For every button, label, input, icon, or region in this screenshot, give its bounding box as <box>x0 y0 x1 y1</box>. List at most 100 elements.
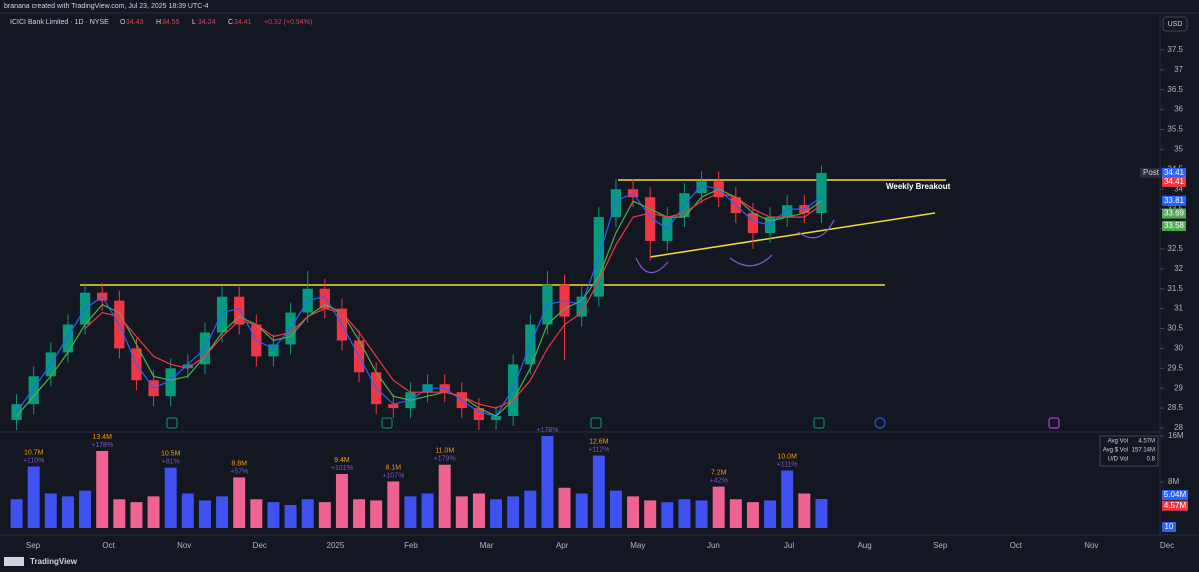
volume-bar <box>10 499 23 528</box>
volume-change: +178% <box>536 427 558 434</box>
earnings-marker[interactable] <box>590 417 602 429</box>
volume-bar <box>695 500 708 528</box>
volume-bar <box>301 499 314 528</box>
volume-label: 11.0M <box>435 448 454 455</box>
ohlc-key: H <box>156 19 161 26</box>
volume-bar <box>164 467 177 528</box>
y-tick-label: 28 <box>1174 423 1183 432</box>
volume-bar <box>387 481 400 528</box>
volume-bar <box>472 493 485 528</box>
volume-bar <box>79 490 92 528</box>
volume-change: +178% <box>91 442 113 449</box>
y-tick-label: 37.5 <box>1167 45 1183 54</box>
x-tick-label: Jul <box>784 541 794 550</box>
volume-bar <box>644 500 657 528</box>
candle-body <box>782 205 793 218</box>
ohlc-key: O <box>120 19 126 26</box>
ohlc: O 34.43 H 34.55 L 34.24 C 34.41 +0.32 (+0.94%) <box>120 19 312 26</box>
volume-bar <box>61 496 74 528</box>
volume-bar <box>267 502 280 528</box>
x-tick-label: Dec <box>1160 541 1174 550</box>
candle-body <box>610 189 622 218</box>
candle-body <box>645 197 656 241</box>
ohlc-value: 34.55 <box>162 19 180 26</box>
candle-body <box>473 408 485 421</box>
volume-tag-label: 5.04M <box>1164 490 1187 499</box>
x-tick-label: Sep <box>26 541 41 550</box>
volume-bar <box>764 500 777 528</box>
ohlc-key: L <box>192 19 196 26</box>
volume-bar <box>524 490 537 528</box>
volume-bar <box>147 496 160 528</box>
volume-change: +42% <box>710 477 728 484</box>
candle-body <box>11 404 22 421</box>
earnings-marker[interactable] <box>381 417 393 429</box>
stat-value: 157.14M <box>1132 448 1155 454</box>
currency[interactable]: USD <box>1168 21 1183 28</box>
volume-bar <box>404 496 417 528</box>
volume-bar <box>575 493 588 528</box>
candle-body <box>165 368 176 397</box>
change: +0.32 (+0.94%) <box>264 19 312 26</box>
volume-bar <box>113 499 126 528</box>
volume-bar <box>318 502 331 528</box>
candle-body <box>268 344 279 357</box>
y-tick-label: 32.5 <box>1167 244 1183 253</box>
annotation: Weekly Breakout <box>886 182 951 191</box>
volume-bar <box>353 499 366 528</box>
volume-bar <box>233 477 246 528</box>
x-tick-label: Feb <box>404 541 418 550</box>
x-tick-label: Nov <box>177 541 191 550</box>
volume-bar <box>198 500 211 528</box>
volume-bar <box>541 436 554 528</box>
event-markers <box>166 417 1060 429</box>
candle-body <box>576 296 587 317</box>
volume-change: +179% <box>434 456 456 463</box>
y-tick-label: 35 <box>1174 145 1183 154</box>
y-tick-label: 36.5 <box>1167 85 1183 94</box>
volume-label: 13.4M <box>92 434 112 441</box>
ohlc-key: C <box>228 19 233 26</box>
stat-value: 0.8 <box>1147 457 1156 463</box>
x-tick-label: Mar <box>480 541 494 550</box>
volume-tag <box>1162 500 1188 511</box>
earnings-marker[interactable] <box>813 417 825 429</box>
volume-bar <box>44 493 57 528</box>
volume-bar <box>27 466 40 528</box>
candle-body <box>234 296 245 325</box>
dividend-marker[interactable] <box>874 417 886 429</box>
candle-body <box>28 376 39 405</box>
y-tick-label: 32 <box>1174 264 1183 273</box>
volume-bar <box>507 496 520 528</box>
y-tick-label: 31 <box>1174 304 1183 313</box>
ohlc-value: 34.24 <box>198 19 216 26</box>
volume-label: 8.8M <box>231 460 247 467</box>
candle-body <box>216 296 228 333</box>
volume-bar <box>729 499 742 528</box>
volume-bar <box>746 502 759 528</box>
volume-bar <box>250 499 263 528</box>
volume-bar <box>815 499 828 528</box>
stat-value: 4.57M <box>1138 439 1155 445</box>
volume-bar <box>181 493 194 528</box>
y-tick-label: 31.5 <box>1167 284 1183 293</box>
earnings-marker[interactable] <box>1048 417 1060 429</box>
volume-label: 8.1M <box>386 464 402 471</box>
tag-name-bg <box>1140 167 1162 178</box>
logo <box>4 557 24 566</box>
volume-bar <box>216 496 229 528</box>
y-tick-label: 30 <box>1174 344 1183 353</box>
volume-bar <box>96 450 109 528</box>
x-tick-label: Jun <box>707 541 720 550</box>
y-tick-label: 36 <box>1174 105 1183 114</box>
x-tick-label: Nov <box>1084 541 1098 550</box>
volume-change: +101% <box>331 465 353 472</box>
earnings-marker[interactable] <box>166 417 178 429</box>
y-tick-label: 30.5 <box>1167 324 1183 333</box>
y-tick-label: 8M <box>1168 477 1179 486</box>
brand: TradingView <box>30 557 78 566</box>
currency-button[interactable] <box>1162 16 1188 32</box>
volume-label: 10.5M <box>161 450 181 457</box>
x-tick-label: May <box>630 541 645 550</box>
